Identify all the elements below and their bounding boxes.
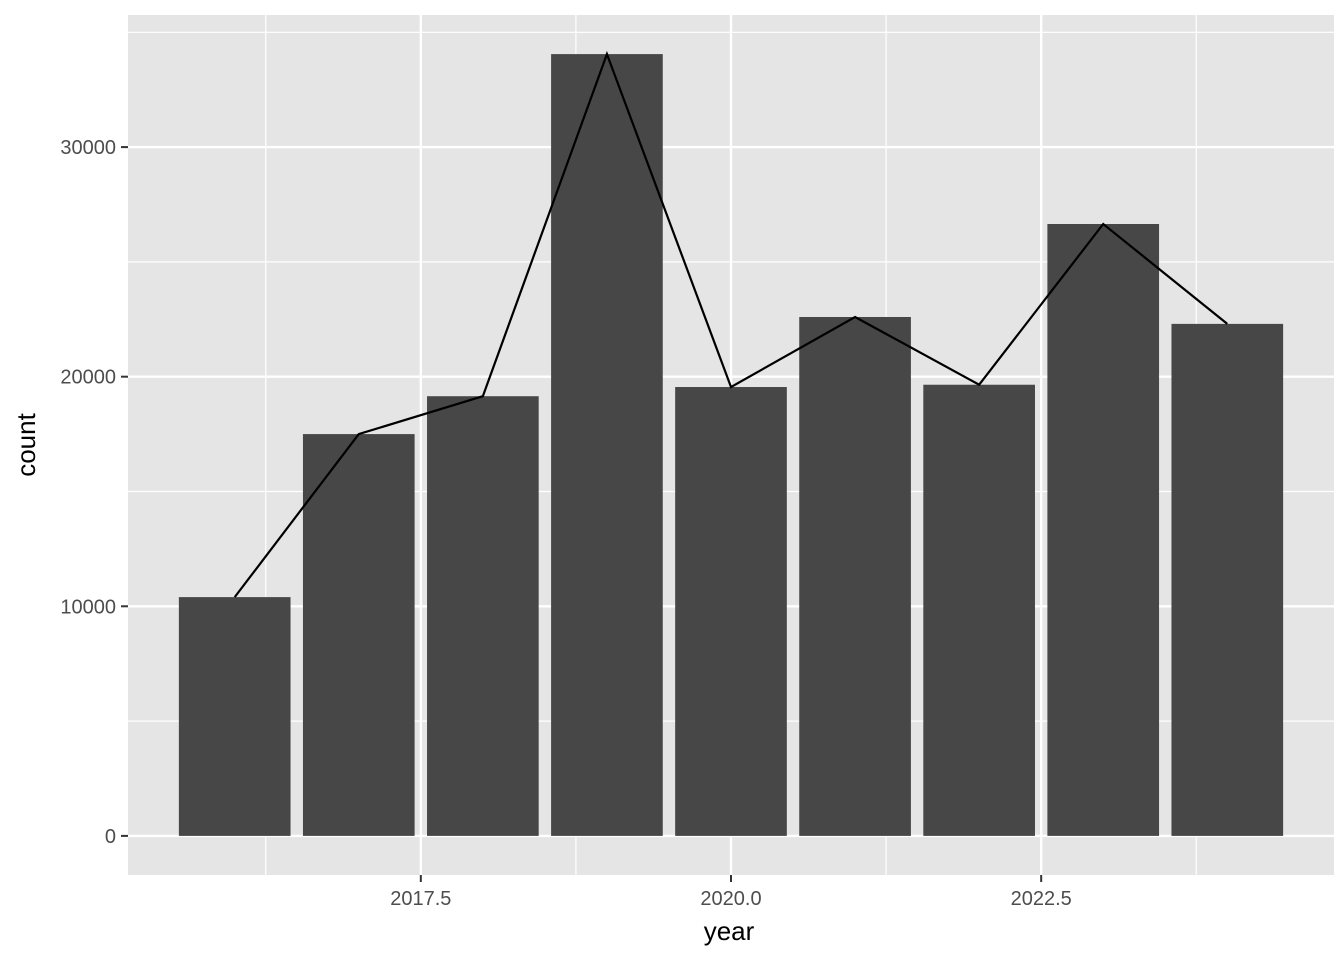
x-tick-label: 2017.5 [390,888,451,910]
bars [178,54,1284,836]
y-axis: 0 10000 20000 30000 [60,137,128,848]
y-tick-label: 0 [105,826,116,848]
series-line [233,50,1228,598]
trend-line [233,50,1228,598]
bar [302,434,415,836]
bar [178,597,291,836]
x-tick-label: 2022.5 [1011,888,1072,910]
y-tick-label: 30000 [60,137,116,159]
x-tick-label: 2020.0 [700,888,761,910]
bar [799,316,911,836]
bar [1047,224,1160,836]
bar [1171,323,1284,836]
x-axis: 2017.5 2020.0 2022.5 [390,875,1072,910]
bar [427,396,539,836]
y-axis-title: count [11,412,41,476]
x-axis-title: year [704,916,755,946]
y-tick-label: 10000 [60,596,116,618]
bar [923,384,1035,836]
bar [551,54,663,836]
bar [675,387,787,836]
y-tick-label: 20000 [60,367,116,389]
